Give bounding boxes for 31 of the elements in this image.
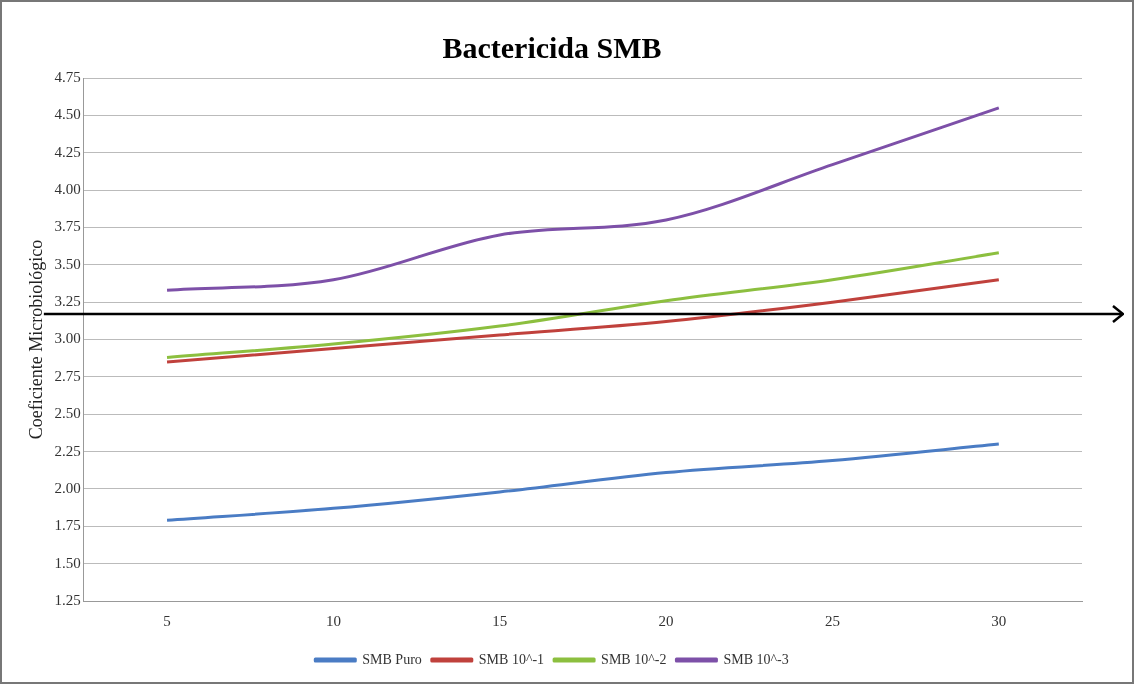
line-series (165, 251, 1001, 359)
x-tick-label: 10 (325, 612, 341, 629)
y-tick-label: 4.25 (54, 143, 81, 160)
y-tick-label: 2.00 (54, 479, 81, 496)
y-tick-label: 4.75 (54, 68, 81, 85)
y-tick-label: 3.75 (54, 218, 81, 235)
legend-label: SMB Puro (362, 651, 422, 667)
y-tick-label: 1.25 (54, 591, 81, 608)
chart-title: Bactericida SMB (442, 30, 662, 64)
y-tick-label: 3.00 (54, 330, 81, 347)
y-tick-label: 3.25 (54, 293, 81, 310)
x-tick-label: 25 (824, 612, 840, 629)
y-tick-label: 1.50 (54, 554, 81, 571)
y-tick-label: 4.00 (54, 181, 81, 198)
line-series (165, 106, 1001, 292)
y-axis-title: Coeficiente Microbiológico (25, 239, 46, 440)
legend-label: SMB 10^-1 (478, 651, 545, 667)
x-tick-label: 15 (492, 612, 508, 629)
y-tick-label: 2.50 (54, 405, 81, 422)
legend-label: SMB 10^-2 (601, 651, 667, 667)
y-tick-label: 1.75 (54, 517, 81, 534)
line-series (165, 278, 1001, 364)
line-series (165, 442, 1001, 522)
y-tick-label: 4.50 (54, 106, 81, 123)
y-tick-label: 2.25 (54, 442, 81, 459)
y-tick-label: 3.50 (54, 255, 81, 272)
y-tick-label: 2.75 (54, 367, 81, 384)
x-tick-label: 30 (991, 612, 1007, 629)
x-tick-label: 20 (658, 612, 674, 629)
legend-label: SMB 10^-3 (723, 651, 789, 667)
x-tick-label: 5 (163, 612, 171, 629)
